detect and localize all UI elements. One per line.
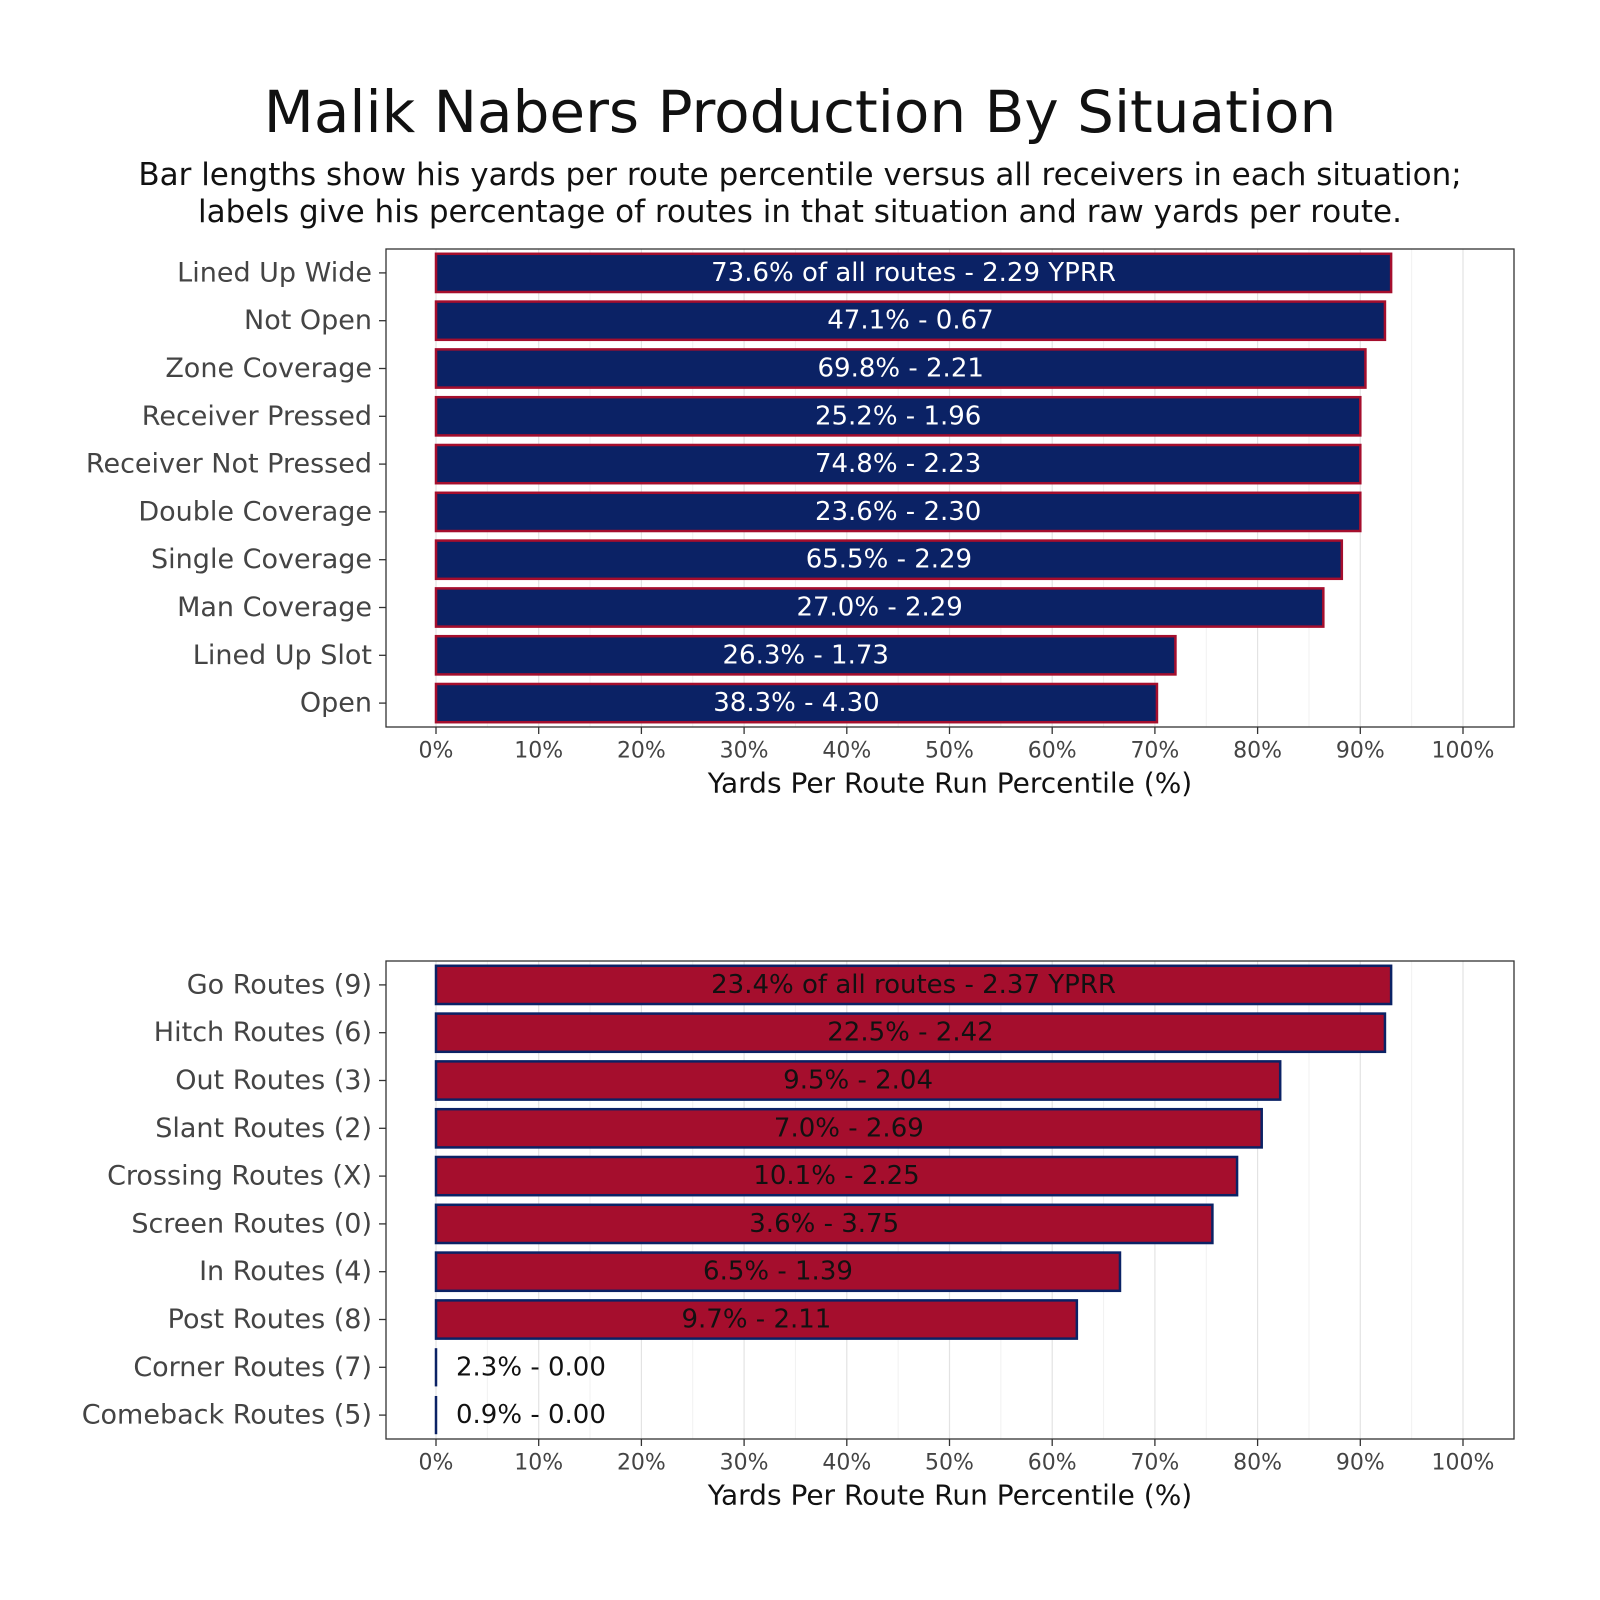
category-label: Lined Up Wide: [177, 257, 372, 288]
category-label: Open: [300, 688, 372, 719]
x-tick-label: 0%: [419, 1451, 454, 1476]
category-label: Hitch Routes (6): [154, 1017, 372, 1048]
chart-title: Malik Nabers Production By Situation: [263, 78, 1337, 146]
bar: [434, 1107, 1263, 1149]
category-label: Man Coverage: [177, 592, 372, 623]
data-label: 73.6% of all routes - 2.29 YPRR: [711, 258, 1116, 288]
data-label: 23.6% - 2.30: [815, 497, 981, 527]
category-label: Double Coverage: [138, 496, 372, 527]
category-label: Crossing Routes (X): [107, 1161, 372, 1192]
data-label: 47.1% - 0.67: [827, 306, 993, 336]
x-tick-label: 40%: [822, 1451, 871, 1476]
data-label: 2.3% - 0.00: [456, 1352, 606, 1382]
x-tick-label: 80%: [1233, 739, 1282, 764]
bar: [434, 964, 1393, 1006]
x-tick-label: 60%: [1028, 739, 1077, 764]
data-label: 9.5% - 2.04: [783, 1066, 933, 1096]
category-label: Go Routes (9): [187, 969, 372, 1000]
x-tick-label: 50%: [925, 1451, 974, 1476]
data-label: 38.3% - 4.30: [713, 688, 879, 718]
x-tick-label: 100%: [1432, 1451, 1495, 1476]
bar: [434, 634, 1177, 676]
x-tick-label: 70%: [1130, 1451, 1179, 1476]
x-tick-label: 70%: [1130, 739, 1179, 764]
bar: [434, 587, 1325, 628]
x-axis-title: Yards Per Route Run Percentile (%): [707, 1479, 1192, 1512]
x-axis-title: Yards Per Route Run Percentile (%): [707, 767, 1192, 800]
x-tick-label: 100%: [1432, 739, 1495, 764]
chart-subtitle-line-1: Bar lengths show his yards per route per…: [138, 157, 1462, 193]
x-tick-label: 20%: [617, 1451, 666, 1476]
x-tick-label: 30%: [720, 739, 769, 764]
bar: [434, 1251, 1122, 1293]
data-label: 0.9% - 0.00: [456, 1400, 606, 1430]
category-label: Receiver Pressed: [142, 401, 372, 432]
category-label: Out Routes (3): [175, 1065, 372, 1096]
x-tick-label: 80%: [1233, 1451, 1282, 1476]
data-label: 6.5% - 1.39: [703, 1257, 853, 1287]
bar: [434, 348, 1367, 389]
bar: [434, 1155, 1239, 1197]
bar: [434, 1012, 1387, 1054]
bar: [434, 539, 1344, 581]
bar: [434, 1060, 1282, 1101]
x-tick-label: 90%: [1336, 1451, 1385, 1476]
chart-panel-2: Go Routes (9) 23.4% of all routes - 2.37 …: [82, 960, 1515, 1512]
bar: [434, 1203, 1214, 1245]
data-label: 3.6% - 3.75: [749, 1209, 899, 1239]
data-label: 23.4% of all routes - 2.37 YPRR: [711, 970, 1116, 1000]
data-label: 69.8% - 2.21: [818, 354, 984, 384]
x-tick-label: 0%: [419, 739, 454, 764]
data-label: 10.1% - 2.25: [753, 1161, 919, 1191]
bar: [434, 252, 1393, 294]
bar: [434, 1299, 1079, 1340]
category-label: Single Coverage: [151, 544, 372, 575]
x-tick-label: 90%: [1336, 739, 1385, 764]
chart-panel-1: Lined Up Wide 73.6% of all routes - 2.29 …: [86, 248, 1515, 800]
category-label: Not Open: [244, 305, 372, 336]
bar: [434, 491, 1362, 533]
x-tick-label: 30%: [720, 1451, 769, 1476]
bar: [434, 443, 1362, 485]
category-label: Corner Routes (7): [133, 1352, 372, 1383]
x-tick-label: 50%: [925, 739, 974, 764]
category-label: Comeback Routes (5): [82, 1400, 372, 1431]
x-tick-label: 40%: [822, 739, 871, 764]
data-label: 74.8% - 2.23: [815, 449, 981, 479]
data-label: 25.2% - 1.96: [815, 401, 981, 431]
data-label: 7.0% - 2.69: [774, 1113, 924, 1143]
chart-subtitle-line-2: labels give his percentage of routes in …: [198, 194, 1402, 230]
category-label: Zone Coverage: [165, 353, 372, 384]
x-tick-label: 10%: [514, 739, 563, 764]
category-label: Slant Routes (2): [155, 1113, 372, 1144]
data-label: 9.7% - 2.11: [681, 1305, 831, 1335]
x-tick-label: 20%: [617, 739, 666, 764]
category-label: In Routes (4): [199, 1256, 372, 1287]
data-label: 26.3% - 1.73: [723, 640, 889, 670]
category-label: Receiver Not Pressed: [86, 449, 372, 480]
bar: [434, 682, 1159, 724]
data-label: 27.0% - 2.29: [796, 593, 962, 623]
x-tick-label: 60%: [1028, 1451, 1077, 1476]
bar: [434, 395, 1362, 437]
category-label: Screen Routes (0): [131, 1208, 372, 1239]
x-tick-label: 10%: [514, 1451, 563, 1476]
data-label: 22.5% - 2.42: [827, 1018, 993, 1048]
category-label: Post Routes (8): [168, 1304, 372, 1335]
category-label: Lined Up Slot: [193, 640, 372, 671]
data-label: 65.5% - 2.29: [806, 545, 972, 575]
bar: [434, 300, 1387, 342]
